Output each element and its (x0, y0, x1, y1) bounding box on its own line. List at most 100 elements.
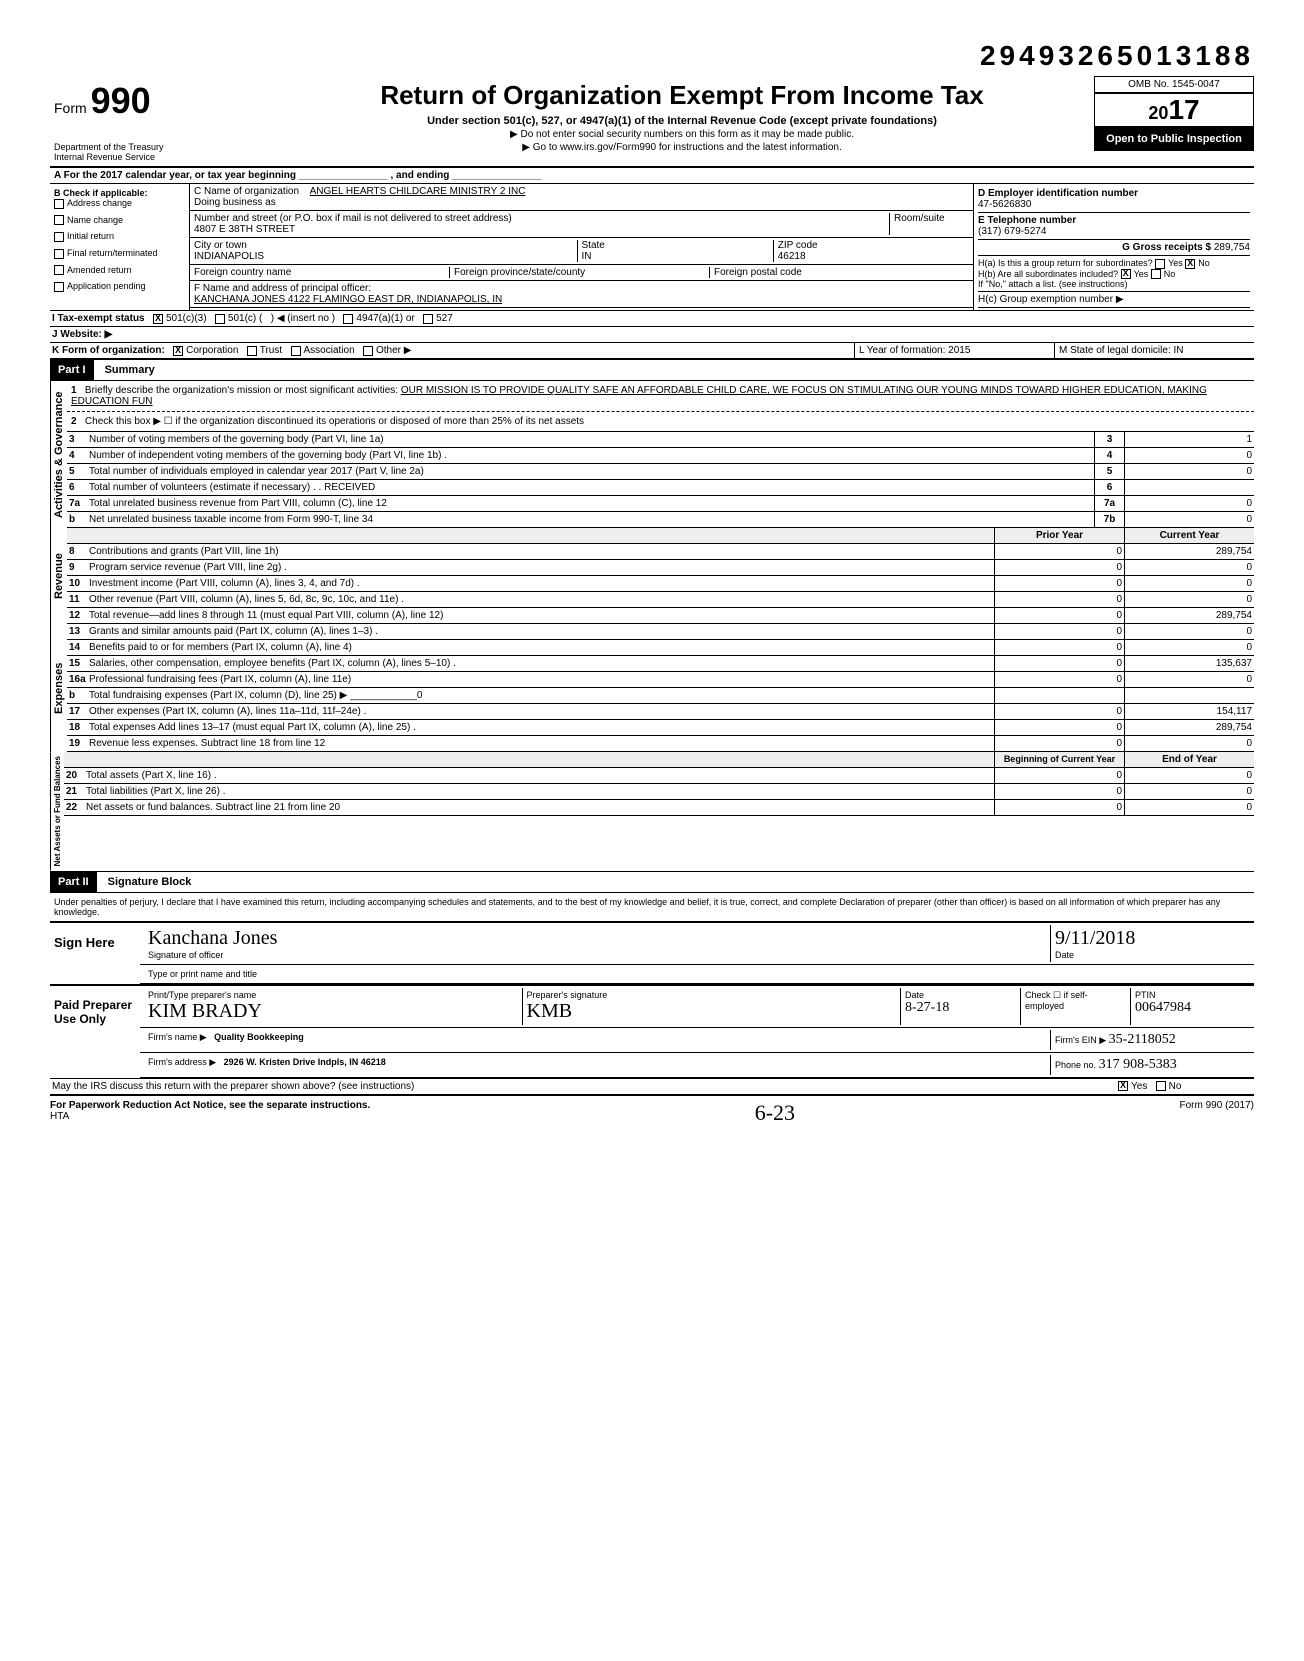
officer-signature: Kanchana Jones (148, 927, 1046, 950)
ha-yes[interactable] (1155, 259, 1165, 269)
d-label: D Employer identification number (978, 188, 1138, 199)
type-name-label: Type or print name and title (144, 967, 1250, 981)
check-final-return[interactable] (54, 249, 64, 259)
line2-text: Check this box ▶ ☐ if the organization d… (85, 416, 584, 427)
vert-revenue: Revenue (50, 528, 67, 624)
g-label: G Gross receipts $ (1122, 242, 1211, 253)
b-label: B Check if applicable: (54, 188, 185, 198)
prep-name: KIM BRADY (148, 1000, 518, 1023)
e-label: E Telephone number (978, 215, 1076, 226)
check-4947[interactable] (343, 314, 353, 324)
ha-no[interactable] (1185, 259, 1195, 269)
firm-addr-label: Firm's address ▶ (148, 1057, 216, 1067)
gov-line-3: 3Number of voting members of the governi… (67, 432, 1254, 448)
hb-no[interactable] (1151, 269, 1161, 279)
foreign-postal-label: Foreign postal code (709, 267, 969, 278)
prep-name-label: Print/Type preparer's name (148, 990, 518, 1000)
governance-section: Activities & Governance 1 Briefly descri… (50, 381, 1254, 528)
check-amended[interactable] (54, 265, 64, 275)
m-state: IN (1174, 345, 1184, 356)
form-subtitle: Under section 501(c), 527, or 4947(a)(1)… (274, 115, 1090, 127)
form-subtext-2: ▶ Go to www.irs.gov/Form990 for instruct… (274, 142, 1090, 153)
part2-header-row: Part II Signature Block (50, 871, 1254, 893)
identity-block: B Check if applicable: Address change Na… (50, 184, 1254, 311)
paid-preparer-block: Paid Preparer Use Only Print/Type prepar… (50, 984, 1254, 1078)
gov-line-6: 6Total number of volunteers (estimate if… (67, 480, 1254, 496)
i-501c: 501(c) (228, 313, 256, 324)
form-header: Form 990 Department of the Treasury Inte… (50, 76, 1254, 168)
ptin-label: PTIN (1135, 990, 1246, 1000)
discuss-no[interactable] (1156, 1081, 1166, 1091)
i-527: 527 (436, 313, 453, 324)
k-assoc: Association (304, 345, 355, 356)
form-number: 990 (91, 80, 151, 121)
paid-preparer-label: Paid Preparer Use Only (50, 986, 140, 1078)
k-corp: Corporation (186, 345, 238, 356)
city-value: INDIANAPOLIS (194, 251, 264, 262)
dept-treasury: Department of the Treasury (54, 142, 266, 152)
check-501c3[interactable] (153, 314, 163, 324)
part2-title: Signature Block (100, 872, 200, 892)
b-item-4: Amended return (67, 265, 132, 275)
check-other[interactable] (363, 346, 373, 356)
exp-line-15: 15Salaries, other compensation, employee… (67, 656, 1254, 672)
check-assoc[interactable] (291, 346, 301, 356)
b-item-5: Application pending (67, 281, 146, 291)
form-title: Return of Organization Exempt From Incom… (274, 80, 1090, 111)
firm-ein: 35-2118052 (1109, 1032, 1176, 1047)
check-trust[interactable] (247, 346, 257, 356)
part1-title: Summary (97, 360, 163, 380)
exp-line-13: 13Grants and similar amounts paid (Part … (67, 624, 1254, 640)
check-name-change[interactable] (54, 215, 64, 225)
row-k: K Form of organization: Corporation Trus… (50, 343, 1254, 359)
i-4947: 4947(a)(1) or (356, 313, 414, 324)
b-item-2: Initial return (67, 231, 114, 241)
end-year-hdr: End of Year (1124, 752, 1254, 767)
street-address: 4807 E 38TH STREET (194, 224, 295, 235)
state-label: State (582, 240, 605, 251)
org-name: ANGEL HEARTS CHILDCARE MINISTRY 2 INC (310, 186, 526, 197)
check-527[interactable] (423, 314, 433, 324)
yes-label: Yes (1131, 1081, 1147, 1092)
phone-value: (317) 679-5274 (978, 226, 1046, 237)
f-label: F Name and address of principal officer: (194, 283, 371, 294)
i-501c3: 501(c)(3) (166, 313, 207, 324)
exp-line-18: 18Total expenses Add lines 13–17 (must e… (67, 720, 1254, 736)
form-footer: Form 990 (2017) (1180, 1100, 1254, 1126)
sign-here-block: Sign Here Kanchana Jones Signature of of… (50, 921, 1254, 984)
firm-addr: 2926 W. Kristen Drive Indpls, IN 46218 (224, 1057, 386, 1067)
zip-label: ZIP code (778, 240, 818, 251)
open-public-label: Open to Public Inspection (1094, 127, 1254, 151)
line1-label: Briefly describe the organization's miss… (85, 385, 398, 396)
gov-line-b: bNet unrelated business taxable income f… (67, 512, 1254, 528)
check-501c[interactable] (215, 314, 225, 324)
hc-label: H(c) Group exemption number ▶ (978, 292, 1250, 308)
hb-label: H(b) Are all subordinates included? (978, 269, 1118, 279)
exp-line-16a: 16aProfessional fundraising fees (Part I… (67, 672, 1254, 688)
check-application-pending[interactable] (54, 282, 64, 292)
no-label: No (1169, 1081, 1182, 1092)
check-initial-return[interactable] (54, 232, 64, 242)
prep-date: 8-27-18 (905, 1000, 1016, 1016)
rev-line-12: 12Total revenue—add lines 8 through 11 (… (67, 608, 1254, 624)
part2-header: Part II (50, 872, 97, 892)
hb-yes[interactable] (1121, 269, 1131, 279)
b-item-3: Final return/terminated (67, 248, 158, 258)
rev-line-8: 8Contributions and grants (Part VIII, li… (67, 544, 1254, 560)
gov-line-4: 4Number of independent voting members of… (67, 448, 1254, 464)
check-address-change[interactable] (54, 199, 64, 209)
dba-label: Doing business as (194, 197, 276, 208)
m-label: M State of legal domicile: (1059, 345, 1171, 356)
discuss-yes[interactable] (1118, 1081, 1128, 1091)
foreign-country-label: Foreign country name (194, 267, 449, 278)
date-label: Date (1055, 950, 1246, 960)
dept-irs: Internal Revenue Service (54, 152, 266, 162)
exp-line-14: 14Benefits paid to or for members (Part … (67, 640, 1254, 656)
check-corp[interactable] (173, 346, 183, 356)
rev-line-11: 11Other revenue (Part VIII, column (A), … (67, 592, 1254, 608)
b-item-1: Name change (67, 215, 123, 225)
gov-line-5: 5Total number of individuals employed in… (67, 464, 1254, 480)
part1-header: Part I (50, 360, 94, 380)
form-subtext-1: ▶ Do not enter social security numbers o… (274, 129, 1090, 140)
prep-date-label: Date (905, 990, 1016, 1000)
